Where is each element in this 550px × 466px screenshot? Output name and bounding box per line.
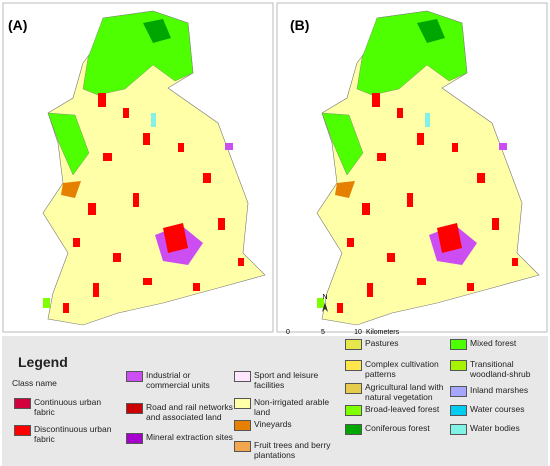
legend-label: Transitional woodland-shrub xyxy=(470,359,531,379)
legend-label: Continuous urban fabric xyxy=(34,397,102,417)
legend-subtitle: Class name xyxy=(12,378,57,388)
legend-swatch xyxy=(126,403,143,414)
legend-swatch xyxy=(450,360,467,371)
legend-swatch xyxy=(450,424,467,435)
legend-title: Legend xyxy=(18,354,68,370)
legend-label: Mineral extraction sites xyxy=(146,432,233,442)
scale-tick: 0 xyxy=(286,329,290,336)
legend-swatch xyxy=(345,383,362,394)
legend-label: Pastures xyxy=(365,338,399,348)
legend: Legend Class name Continuous urban fabri… xyxy=(2,336,548,466)
legend-swatch xyxy=(234,420,251,431)
legend-label: Water bodies xyxy=(470,423,520,433)
legend-swatch xyxy=(345,360,362,371)
legend-label: Mixed forest xyxy=(470,338,517,348)
legend-swatch xyxy=(234,441,251,452)
legend-swatch xyxy=(345,339,362,350)
scale-unit: Kilometers xyxy=(366,329,400,336)
scale-tick: 10 xyxy=(354,329,362,336)
map-figure: (A) (B) N 0 5 10 Kilometers xyxy=(2,2,548,336)
legend-label: Vineyards xyxy=(254,419,292,429)
legend-label: Inland marshes xyxy=(470,385,529,395)
legend-swatch xyxy=(126,371,143,382)
legend-swatch xyxy=(345,405,362,416)
legend-label: Industrial or commercial units xyxy=(146,370,210,390)
legend-swatch xyxy=(14,425,31,436)
north-label: N xyxy=(322,294,327,301)
legend-swatch xyxy=(345,424,362,435)
north-arrow xyxy=(322,302,328,312)
legend-swatch xyxy=(234,398,251,409)
panel-label: (B) xyxy=(290,17,309,33)
legend-label: Water courses xyxy=(470,404,525,414)
legend-swatch xyxy=(126,433,143,444)
legend-swatch xyxy=(234,371,251,382)
legend-swatch xyxy=(450,339,467,350)
panel-label: (A) xyxy=(8,17,27,33)
legend-swatch xyxy=(14,398,31,409)
legend-swatch xyxy=(450,405,467,416)
scale-tick: 5 xyxy=(321,329,325,336)
legend-label: Coniferous forest xyxy=(365,423,430,433)
legend-label: Complex cultivation patterns xyxy=(365,359,439,379)
legend-label: Fruit trees and berry plantations xyxy=(254,440,331,460)
legend-label: Sport and leisure facilities xyxy=(254,370,319,390)
legend-swatch xyxy=(450,386,467,397)
legend-label: Broad-leaved forest xyxy=(365,404,440,414)
legend-label: Non-irrigated arable land xyxy=(254,397,330,417)
legend-label: Agricultural land with natural vegetatio… xyxy=(365,382,444,402)
legend-label: Discontinuous urban fabric xyxy=(34,424,112,444)
legend-label: Road and rail networks and associated la… xyxy=(146,402,233,422)
